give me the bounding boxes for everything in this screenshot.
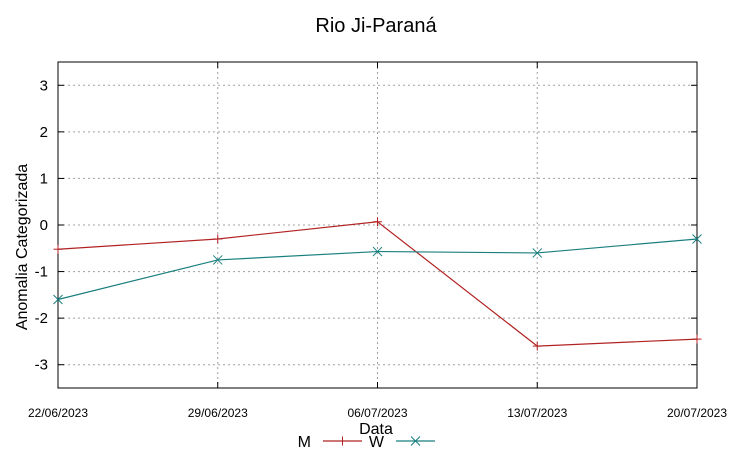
marker-stroke: [410, 436, 421, 446]
data-point-m: [373, 217, 382, 227]
data-point-m: [532, 341, 542, 351]
y-axis-label: Anomalia Categorizada: [14, 164, 31, 330]
y-tick-label: 2: [40, 124, 48, 141]
y-tick-label: -3: [35, 357, 48, 374]
data-point-m: [213, 234, 223, 244]
legend-label-w: W: [369, 434, 385, 451]
plot-frame: [57, 61, 698, 389]
data-point-w: [372, 246, 383, 257]
gridlines: [58, 62, 697, 388]
marker-stroke: [372, 246, 383, 257]
y-tick-label: 3: [40, 77, 48, 94]
x-tick-label: 06/07/2023: [347, 406, 407, 420]
series-w: [53, 234, 702, 305]
chart-title: Rio Ji-Paraná: [315, 15, 437, 37]
x-tick-label: 29/06/2023: [188, 406, 248, 420]
y-tick-label: -2: [35, 310, 48, 327]
legend-marker-m: [338, 436, 347, 446]
x-axis-label: Data: [359, 421, 393, 438]
data-point-w: [53, 294, 63, 305]
marker-stroke: [212, 255, 223, 265]
marker-stroke: [692, 234, 702, 244]
y-tick-label: -1: [35, 264, 48, 281]
series-m: [53, 217, 702, 351]
data-point-w: [212, 255, 223, 265]
x-tick-label: 22/06/2023: [28, 406, 88, 420]
marker-stroke: [53, 294, 63, 305]
legend-marker-w: [410, 436, 421, 446]
marker-stroke: [532, 248, 543, 258]
legend-label-m: M: [298, 434, 311, 451]
data-point-w: [532, 248, 543, 258]
axes: -3 -2 -1 0 1 2 3 22/06/2023 29/06/2023 06/07/2023…: [28, 61, 727, 420]
data-point-m: [53, 244, 63, 254]
data-point-w: [692, 234, 702, 244]
y-tick-label: 0: [40, 217, 48, 234]
series-layer: [53, 217, 702, 351]
y-tick-label: 1: [40, 170, 48, 187]
x-tick-label: 20/07/2023: [667, 406, 727, 420]
x-tick-label: 13/07/2023: [507, 406, 567, 420]
data-point-m: [692, 334, 702, 344]
